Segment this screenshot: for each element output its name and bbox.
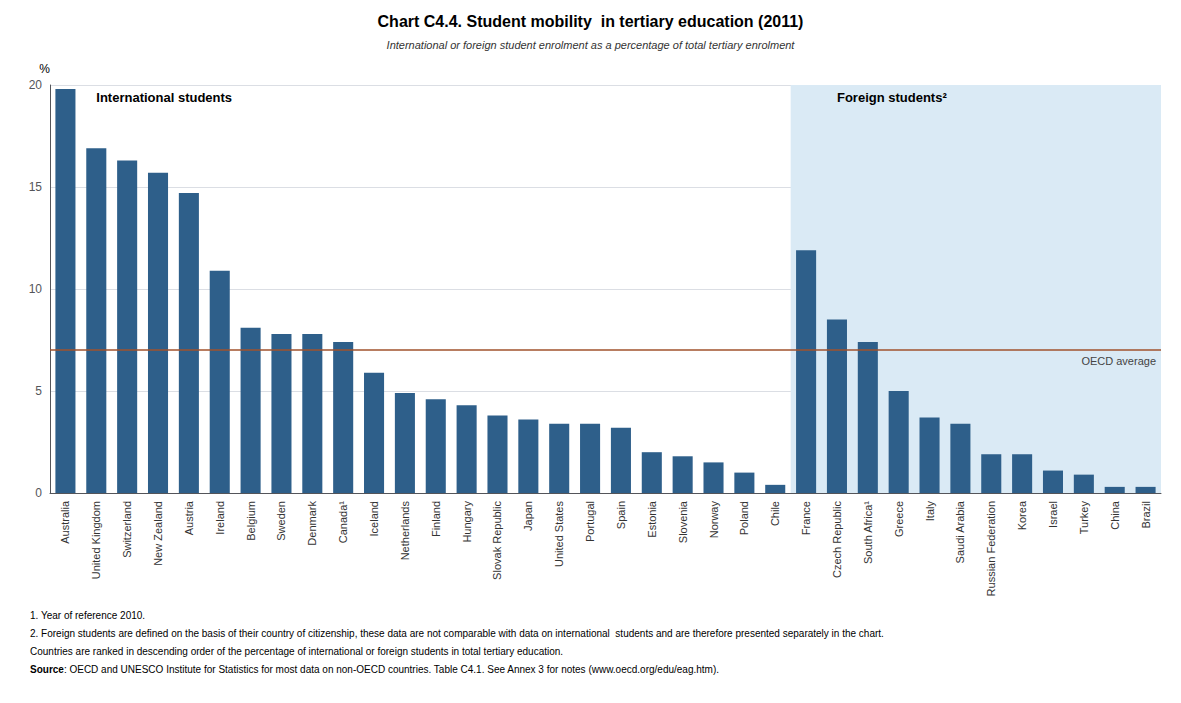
svg-text:Greece: Greece <box>893 501 905 537</box>
svg-text:Hungary: Hungary <box>461 501 473 543</box>
svg-text:Brazil: Brazil <box>1140 501 1152 529</box>
svg-text:Saudi Arabia: Saudi Arabia <box>954 500 966 563</box>
svg-text:1. Year of reference 2010.: 1. Year of reference 2010. <box>30 610 145 621</box>
svg-text:Sweden: Sweden <box>275 501 287 541</box>
svg-text:Czech Republic: Czech Republic <box>831 501 843 579</box>
svg-text:France: France <box>800 501 812 535</box>
svg-text:Korea: Korea <box>1016 500 1028 530</box>
svg-text:5: 5 <box>35 384 42 398</box>
svg-text:New Zealand: New Zealand <box>152 501 164 566</box>
svg-text:OECD average: OECD average <box>1081 355 1156 367</box>
svg-text:10: 10 <box>29 282 43 296</box>
svg-text:United Kingdom: United Kingdom <box>90 501 102 579</box>
svg-text:Slovak Republic: Slovak Republic <box>491 501 503 580</box>
svg-text:Japan: Japan <box>522 501 534 531</box>
svg-text:Belgium: Belgium <box>245 501 257 541</box>
svg-text:Norway: Norway <box>708 501 720 539</box>
svg-text:20: 20 <box>29 78 43 92</box>
svg-text:15: 15 <box>29 180 43 194</box>
svg-text:Poland: Poland <box>738 501 750 535</box>
svg-text:Iceland: Iceland <box>368 501 380 536</box>
svg-text:0: 0 <box>35 486 42 500</box>
svg-text:Netherlands: Netherlands <box>399 501 411 561</box>
svg-text:International students: International students <box>96 90 232 105</box>
svg-text:Countries are ranked in descen: Countries are ranked in descending order… <box>30 646 563 657</box>
svg-text:Denmark: Denmark <box>306 501 318 546</box>
svg-text:Russian Federation: Russian Federation <box>985 501 997 596</box>
svg-text:China: China <box>1109 500 1121 530</box>
svg-text:Switzerland: Switzerland <box>121 501 133 558</box>
svg-text:Slovenia: Slovenia <box>677 500 689 543</box>
svg-text:%: % <box>39 62 50 76</box>
svg-text:Estonia: Estonia <box>646 500 658 538</box>
svg-text:Ireland: Ireland <box>214 501 226 535</box>
svg-text:Austria: Austria <box>183 500 195 535</box>
svg-text:Finland: Finland <box>430 501 442 537</box>
svg-text:Chart C4.4. Student mobility: Chart C4.4. Student mobility in tertiary… <box>378 13 804 30</box>
svg-text:Source: Source <box>30 664 64 675</box>
svg-text:Chile: Chile <box>769 501 781 526</box>
svg-text:Portugal: Portugal <box>584 501 596 542</box>
svg-text:2. Foreign students are define: 2. Foreign students are defined on the b… <box>30 628 884 639</box>
svg-text:: OECD and UNESCO Institute fo: : OECD and UNESCO Institute for Statisti… <box>64 664 719 675</box>
svg-text:South Africa¹: South Africa¹ <box>862 501 874 564</box>
svg-text:Turkey: Turkey <box>1078 501 1090 535</box>
svg-text:Spain: Spain <box>615 501 627 529</box>
svg-text:Canada¹: Canada¹ <box>337 501 349 544</box>
svg-text:Italy: Italy <box>924 501 936 522</box>
svg-text:Australia: Australia <box>59 500 71 544</box>
svg-text:United States: United States <box>553 501 565 568</box>
svg-text:Israel: Israel <box>1047 501 1059 528</box>
svg-text:International or foreign stude: International or foreign student enrolme… <box>387 39 796 51</box>
svg-text:Foreign students²: Foreign students² <box>837 90 947 105</box>
